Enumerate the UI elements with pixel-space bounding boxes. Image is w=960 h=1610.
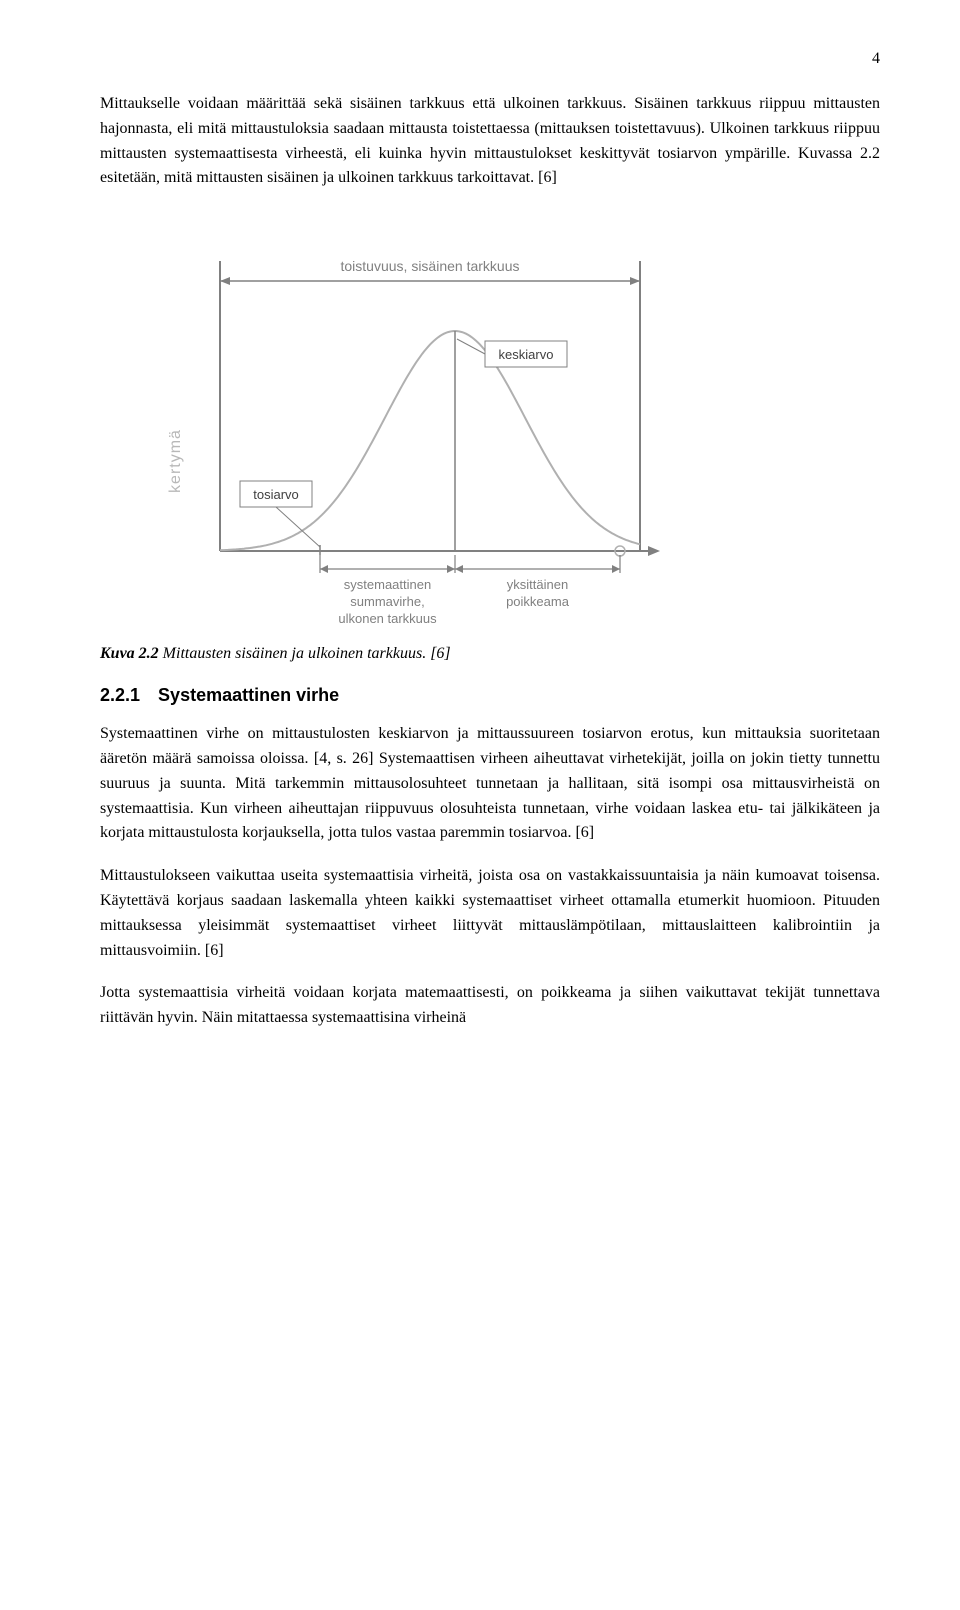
svg-text:tosiarvo: tosiarvo <box>253 487 299 502</box>
paragraph-intro: Mittaukselle voidaan määrittää sekä sisä… <box>100 92 880 191</box>
paragraph-4: Jotta systemaattisia virheitä voidaan ko… <box>100 981 880 1031</box>
svg-text:systemaattinen: systemaattinen <box>344 577 431 592</box>
svg-text:yksittäinen: yksittäinen <box>507 577 568 592</box>
figure-caption: Kuva 2.2 Mittausten sisäinen ja ulkoinen… <box>100 645 880 663</box>
section-number: 2.2.1 <box>100 685 140 705</box>
figure-2-2: kertymä toistuvuus, sisäinen tarkkuus kesk… <box>100 211 880 631</box>
svg-text:ulkonen tarkkuus: ulkonen tarkkuus <box>338 611 437 626</box>
svg-text:keskiarvo: keskiarvo <box>499 347 554 362</box>
page-number: 4 <box>100 50 880 68</box>
paragraph-3: Mittaustulokseen vaikuttaa useita system… <box>100 864 880 963</box>
svg-text:poikkeama: poikkeama <box>506 594 570 609</box>
paragraph-2: Systemaattinen virhe on mittaustulosten … <box>100 722 880 846</box>
figure-caption-label: Kuva 2.2 <box>100 645 159 662</box>
figure-svg: kertymä toistuvuus, sisäinen tarkkuus kesk… <box>100 211 660 631</box>
svg-text:summavirhe,: summavirhe, <box>350 594 424 609</box>
section-title: Systemaattinen virhe <box>158 685 339 705</box>
svg-text:toistuvuus, sisäinen tarkkuus: toistuvuus, sisäinen tarkkuus <box>341 258 520 274</box>
svg-text:kertymä: kertymä <box>167 429 184 493</box>
figure-caption-text: Mittausten sisäinen ja ulkoinen tarkkuus… <box>159 645 451 662</box>
section-heading: 2.2.1 Systemaattinen virhe <box>100 685 880 706</box>
